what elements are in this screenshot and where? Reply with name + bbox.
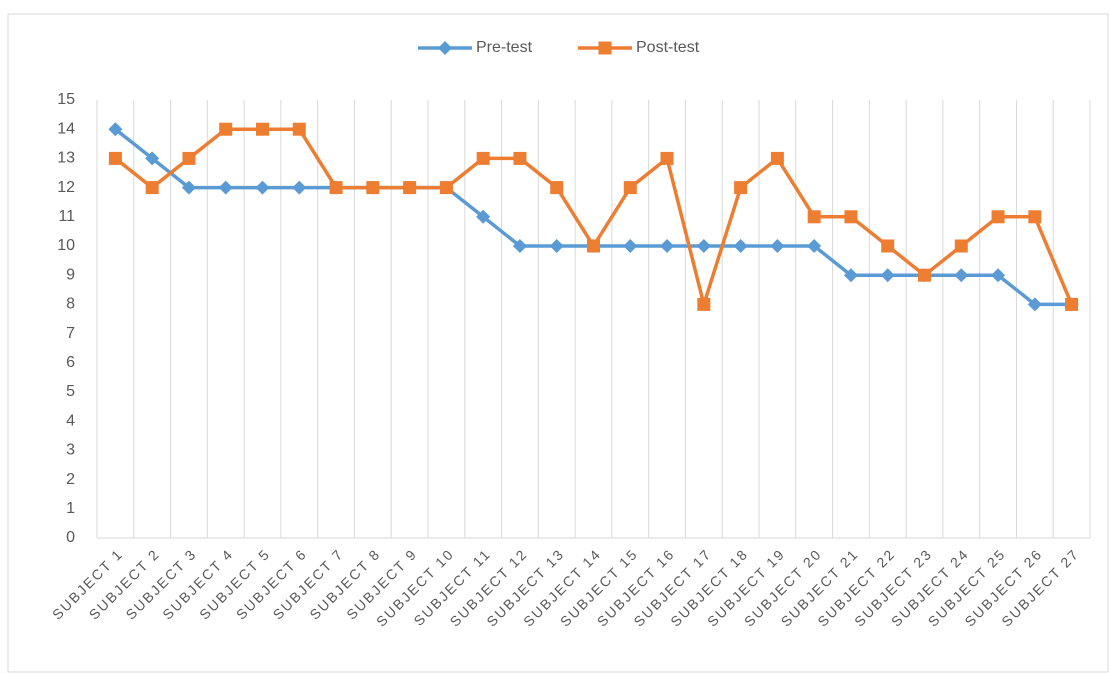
marker: [880, 268, 895, 283]
marker: [550, 181, 564, 195]
marker: [145, 181, 159, 195]
marker: [1065, 297, 1079, 311]
y-tick-label: 14: [57, 120, 75, 137]
y-tick-label: 0: [66, 529, 75, 546]
y-tick-label: 8: [66, 296, 75, 313]
marker: [587, 239, 600, 253]
marker: [145, 151, 160, 166]
marker: [696, 239, 711, 253]
marker: [807, 210, 821, 224]
marker: [660, 239, 675, 253]
y-tick-label: 1: [66, 500, 75, 517]
marker: [954, 239, 968, 253]
marker: [807, 239, 822, 253]
chart-border: [7, 13, 1109, 673]
marker: [697, 297, 711, 311]
marker: [476, 151, 490, 165]
marker: [181, 180, 196, 195]
y-tick-label: 13: [57, 150, 75, 167]
legend-label: Post-test: [636, 39, 700, 56]
marker: [881, 239, 895, 253]
marker: [182, 151, 196, 165]
y-tick-label: 11: [58, 208, 75, 225]
y-tick-label: 2: [66, 471, 75, 488]
marker: [1027, 297, 1042, 312]
marker: [918, 268, 931, 282]
marker: [623, 181, 637, 195]
marker: [623, 239, 638, 253]
marker: [954, 268, 969, 283]
y-tick-label: 5: [66, 383, 75, 400]
legend-marker: [438, 41, 452, 55]
marker: [292, 122, 306, 136]
marker: [660, 151, 674, 165]
marker: [734, 181, 748, 195]
marker: [108, 151, 122, 165]
marker: [843, 268, 858, 283]
marker: [844, 210, 858, 224]
y-tick-label: 9: [66, 266, 75, 283]
marker: [512, 239, 527, 253]
marker: [366, 181, 380, 195]
y-tick-label: 6: [66, 354, 75, 371]
y-tick-label: 3: [66, 442, 75, 459]
marker: [476, 209, 491, 224]
marker: [329, 181, 343, 195]
marker: [292, 180, 307, 195]
legend-marker: [598, 41, 612, 55]
marker: [219, 122, 233, 136]
marker: [403, 181, 417, 195]
marker: [991, 210, 1005, 224]
marker: [770, 239, 785, 253]
marker: [513, 151, 527, 165]
marker: [256, 122, 269, 136]
marker: [770, 151, 784, 165]
marker: [1028, 210, 1042, 224]
legend-label: Pre-test: [476, 39, 533, 56]
y-tick-label: 4: [66, 412, 75, 429]
y-tick-label: 12: [57, 179, 75, 196]
y-tick-label: 7: [66, 325, 75, 342]
marker: [439, 181, 453, 195]
y-tick-label: 15: [57, 91, 75, 108]
marker: [549, 239, 564, 253]
marker: [218, 180, 233, 195]
marker: [255, 180, 270, 195]
marker: [108, 122, 123, 137]
marker: [991, 268, 1006, 283]
y-tick-label: 10: [57, 237, 75, 254]
marker: [733, 239, 748, 253]
